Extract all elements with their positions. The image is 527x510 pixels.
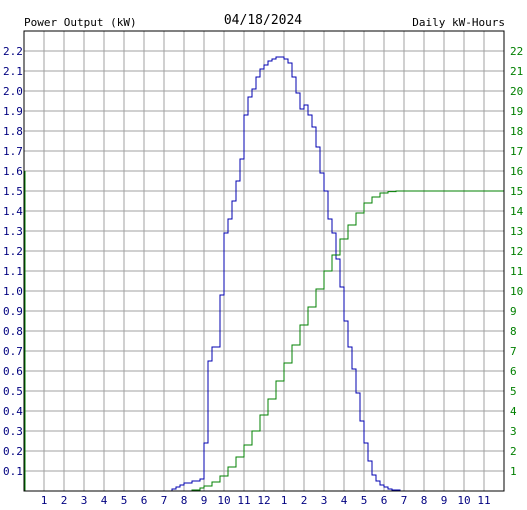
right-tick-label: 22 — [510, 45, 523, 58]
left-tick-label: 2.2 — [3, 45, 23, 58]
x-tick-label: 2 — [301, 494, 308, 507]
x-tick-label: 4 — [101, 494, 108, 507]
x-tick-label: 5 — [121, 494, 128, 507]
right-tick-label: 14 — [510, 205, 524, 218]
x-tick-label: 6 — [141, 494, 148, 507]
left-tick-label: 0.2 — [3, 445, 23, 458]
x-tick-label: 2 — [61, 494, 68, 507]
left-tick-label: 1.0 — [3, 285, 23, 298]
x-tick-label: 7 — [401, 494, 408, 507]
left-tick-label: 0.7 — [3, 345, 23, 358]
right-tick-label: 6 — [510, 365, 517, 378]
x-tick-label: 10 — [457, 494, 470, 507]
right-tick-label: 8 — [510, 325, 517, 338]
right-tick-label: 11 — [510, 265, 523, 278]
right-tick-label: 5 — [510, 385, 517, 398]
x-tick-label: 5 — [361, 494, 368, 507]
x-tick-label: 7 — [161, 494, 168, 507]
x-tick-label: 1 — [281, 494, 288, 507]
left-tick-label: 0.9 — [3, 305, 23, 318]
left-tick-label: 0.6 — [3, 365, 23, 378]
left-tick-label: 0.3 — [3, 425, 23, 438]
right-tick-label: 10 — [510, 285, 523, 298]
left-tick-label: 2.0 — [3, 85, 23, 98]
left-tick-label: 1.6 — [3, 165, 23, 178]
x-tick-label: 8 — [181, 494, 188, 507]
right-tick-label: 20 — [510, 85, 523, 98]
left-tick-label: 1.9 — [3, 105, 23, 118]
x-tick-label: 3 — [81, 494, 88, 507]
x-tick-label: 4 — [341, 494, 348, 507]
left-tick-label: 0.8 — [3, 325, 23, 338]
right-axis-label: Daily kW-Hours — [412, 16, 505, 29]
x-tick-label: 1 — [41, 494, 48, 507]
x-tick-label: 11 — [237, 494, 250, 507]
right-tick-label: 9 — [510, 305, 517, 318]
x-tick-label: 10 — [217, 494, 230, 507]
left-tick-label: 0.1 — [3, 465, 23, 478]
right-tick-label: 1 — [510, 465, 517, 478]
right-tick-label: 19 — [510, 105, 523, 118]
x-axis-ticks: 1 2 3 4 5 6 7 8 9 10 11 12 1 2 3 4 5 6 7 8 9 10 11 — [41, 494, 491, 507]
left-tick-label: 1.3 — [3, 225, 23, 238]
left-tick-label: 1.2 — [3, 245, 23, 258]
right-tick-label: 2 — [510, 445, 517, 458]
daily-kwh-line — [24, 190, 504, 492]
left-tick-label: 1.5 — [3, 185, 23, 198]
right-tick-label: 13 — [510, 225, 523, 238]
right-tick-label: 17 — [510, 145, 523, 158]
right-tick-label: 3 — [510, 425, 517, 438]
grid-lines — [24, 31, 504, 491]
x-tick-label: 6 — [381, 494, 388, 507]
left-tick-label: 1.8 — [3, 125, 23, 138]
series-group — [24, 56, 504, 492]
right-tick-label: 15 — [510, 185, 523, 198]
left-axis-label: Power Output (kW) — [24, 16, 137, 29]
x-tick-label: 3 — [321, 494, 328, 507]
left-tick-label: 1.7 — [3, 145, 23, 158]
right-tick-label: 18 — [510, 125, 523, 138]
right-tick-label: 4 — [510, 405, 517, 418]
chart-title: 04/18/2024 — [224, 13, 302, 28]
x-tick-label: 9 — [201, 494, 208, 507]
left-tick-label: 0.5 — [3, 385, 23, 398]
left-tick-label: 1.4 — [3, 205, 23, 218]
power-output-line — [24, 56, 504, 492]
x-tick-label: 11 — [477, 494, 490, 507]
left-tick-label: 0.4 — [3, 405, 23, 418]
left-tick-label: 2.1 — [3, 65, 23, 78]
left-axis-ticks: 0.1 0.2 0.3 0.4 0.5 0.6 0.7 0.8 0.9 1.0 1.1 1.2 1.3 1… — [3, 45, 23, 478]
left-tick-label: 1.1 — [3, 265, 23, 278]
x-tick-label: 12 — [257, 494, 270, 507]
plot-frame — [23, 30, 505, 492]
right-tick-label: 12 — [510, 245, 523, 258]
right-tick-label: 21 — [510, 65, 523, 78]
x-tick-label: 9 — [441, 494, 448, 507]
right-tick-label: 7 — [510, 345, 517, 358]
x-tick-label: 8 — [421, 494, 428, 507]
right-tick-label: 16 — [510, 165, 523, 178]
